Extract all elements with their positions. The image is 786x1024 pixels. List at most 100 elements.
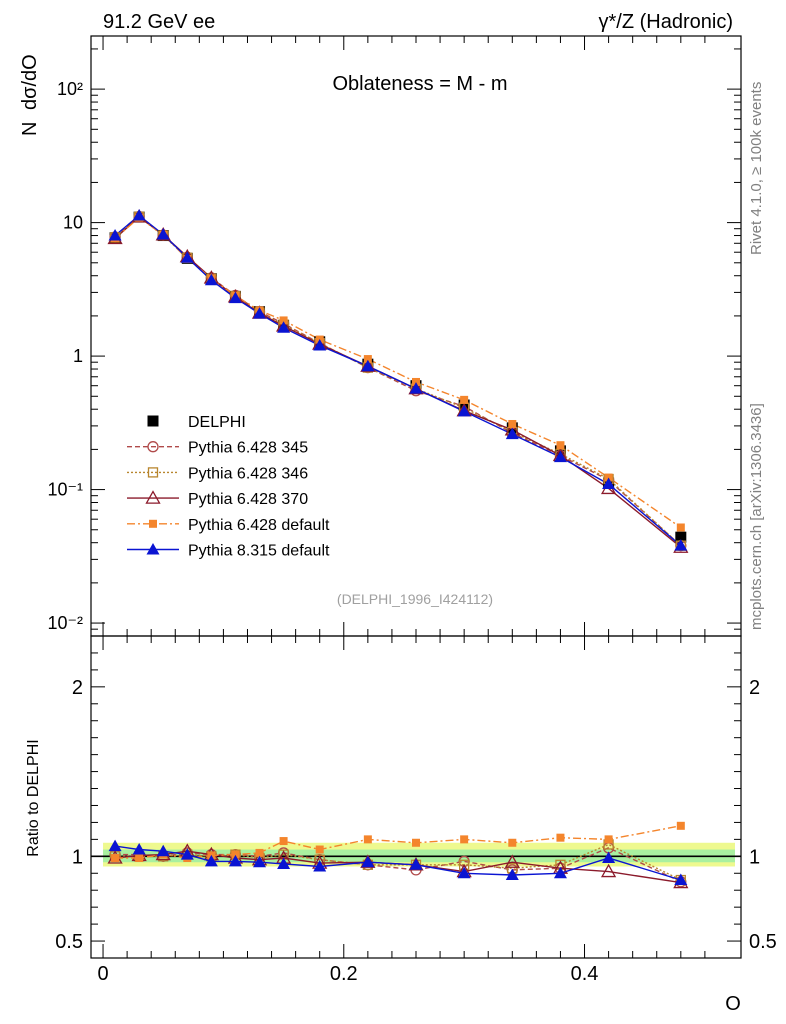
legend-marker — [149, 519, 157, 528]
data-point — [508, 419, 517, 428]
ratio-series-line — [115, 825, 681, 859]
legend-label: Pythia 6.428 default — [188, 517, 330, 534]
data-point — [409, 382, 423, 394]
x-tick-label: 0.4 — [571, 963, 599, 985]
ratio-data-point — [361, 855, 375, 868]
data-point — [180, 251, 194, 263]
ratio-data-point — [255, 848, 264, 857]
y-tick-label: 10⁻¹ — [47, 480, 83, 500]
ratio-data-point — [676, 821, 685, 830]
header-energy: 91.2 GeV ee — [103, 11, 215, 33]
ratio-data-point — [108, 839, 122, 852]
ratio-data-point — [111, 854, 120, 863]
data-point — [363, 355, 372, 364]
ratio-data-point — [457, 866, 471, 879]
ylabel-frac: dσ/dO — [19, 54, 41, 110]
analysis-watermark: (DELPHI_1996_I424112) — [337, 591, 493, 607]
ratio-data-point — [204, 854, 218, 867]
ratio-data-point — [504, 854, 520, 868]
x-axis-label: O — [725, 993, 741, 1015]
ylabel-n: N — [19, 122, 41, 136]
data-point — [108, 229, 122, 241]
data-point — [674, 539, 688, 551]
legend-label: Pythia 6.428 346 — [188, 465, 308, 482]
data-point — [602, 477, 616, 490]
ratio-data-point — [674, 873, 688, 886]
ratio-y-tick-label-right: 0.5 — [749, 931, 777, 953]
series-line — [114, 215, 682, 547]
data-point — [253, 307, 267, 319]
ratio-y-tick-label: 0.5 — [55, 931, 83, 953]
ratio-data-point — [409, 858, 423, 870]
ratio-y-tick-label: 2 — [72, 677, 83, 699]
data-point — [675, 531, 687, 543]
ratio-data-point — [135, 854, 144, 863]
ratio-data-point — [180, 848, 194, 860]
legend-label: Pythia 8.315 default — [188, 543, 330, 560]
data-point — [556, 441, 565, 450]
legend-label: Pythia 6.428 370 — [188, 491, 308, 508]
chart-title: Oblateness = M - m — [332, 73, 507, 95]
legend-label: Pythia 6.428 345 — [188, 440, 308, 457]
data-point — [412, 377, 420, 386]
data-point — [156, 227, 170, 240]
data-point — [457, 404, 471, 417]
ratio-data-point — [508, 838, 517, 847]
ratio-series-line — [115, 843, 682, 881]
data-point — [553, 450, 567, 463]
ratio-data-point — [363, 835, 372, 844]
ratio-data-point — [315, 845, 324, 854]
legend-marker — [145, 490, 161, 504]
ratio-y-tick-label: 1 — [72, 846, 83, 868]
ratio-series-line — [115, 845, 682, 881]
ratio-data-point — [277, 857, 291, 869]
ratio-data-point — [313, 859, 327, 872]
legend: DELPHI Pythia 6.428 345 Pythia 6.428 346 Py… — [127, 414, 330, 560]
ratio-data-point — [253, 855, 267, 868]
ratio-series-line — [115, 847, 682, 883]
ratio-data-point — [600, 863, 617, 878]
data-point — [460, 395, 469, 404]
data-point — [361, 359, 375, 372]
legend-marker — [147, 415, 159, 427]
ratio-data-point — [231, 850, 240, 859]
mcplots-label: mcplots.cern.ch [arXiv:1306.3436] — [748, 403, 765, 630]
y-tick-label: 10⁻² — [47, 613, 83, 633]
legend-marker — [147, 467, 159, 478]
rivet-label: Rivet 4.1.0, ≥ 100k events — [748, 82, 765, 255]
data-point — [279, 316, 288, 325]
data-point — [204, 273, 218, 286]
data-point — [277, 321, 291, 333]
series-line — [114, 216, 682, 529]
header-process: γ*/Z (Hadronic) — [599, 11, 733, 33]
ratio-panel: Ratio to DELPHI O 0.5 0.5 1 1 2 2 0 0.2 0.4 — [25, 635, 777, 1015]
series-line — [114, 214, 682, 547]
data-point — [228, 291, 242, 304]
ratio-ylabel: Ratio to DELPHI — [25, 739, 42, 856]
legend-marker — [147, 441, 159, 453]
ratio-data-point — [602, 851, 616, 864]
main-panel: Oblateness = M - m (DELPHI_1996_I424112)… — [19, 35, 742, 637]
ratio-y-tick-label-right: 2 — [749, 677, 760, 699]
ratio-data-point — [604, 835, 613, 844]
main-ylabel: N dσ/dO — [19, 54, 41, 136]
y-tick-label: 1 — [73, 346, 83, 366]
x-tick-label: 0.2 — [330, 963, 358, 985]
ratio-data-point — [156, 844, 170, 857]
ratio-data-point — [132, 843, 146, 855]
ratio-data-point — [460, 835, 469, 844]
ratio-data-point — [556, 833, 565, 842]
ratio-data-point — [279, 837, 288, 846]
ratio-data-point — [505, 868, 519, 880]
data-point — [132, 209, 146, 221]
ratio-data-point — [553, 866, 567, 879]
data-point — [313, 339, 327, 351]
legend-label: DELPHI — [188, 414, 246, 431]
y-tick-label: 10² — [57, 79, 83, 99]
ratio-data-point — [228, 854, 242, 867]
ratio-y-tick-label-right: 1 — [749, 846, 760, 868]
y-tick-label: 10 — [63, 213, 83, 233]
ratio-frame — [90, 635, 742, 959]
ratio-data-point — [412, 838, 420, 847]
